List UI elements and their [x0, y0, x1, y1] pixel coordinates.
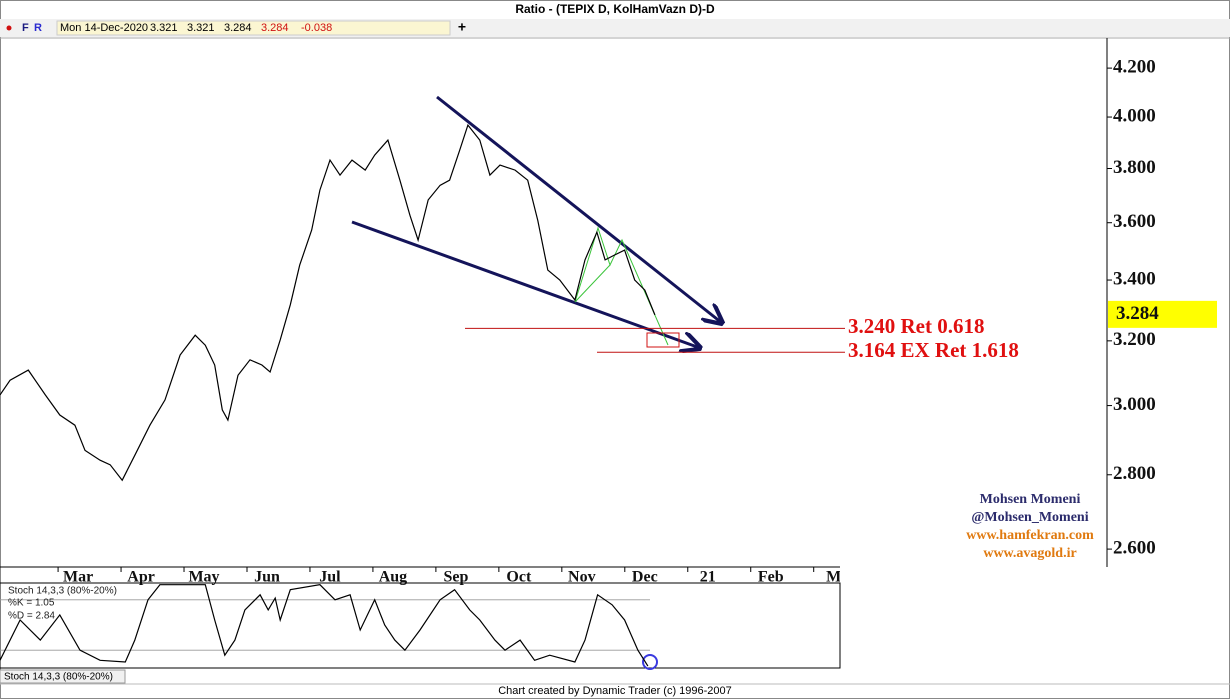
y-tick-label: 2.600	[1113, 537, 1156, 558]
trend-line	[436, 95, 722, 323]
annotation: 3.240 Ret 0.618	[848, 314, 984, 338]
quote-box	[56, 20, 451, 36]
watermark: www.avagold.ir	[983, 546, 1076, 561]
stoch-tab[interactable]	[0, 669, 126, 684]
watermark: www.hamfekran.com	[966, 528, 1094, 543]
toolbar-letter[interactable]: F	[22, 22, 29, 34]
quote-value: 3.321	[187, 22, 215, 34]
y-tick-label: 3.800	[1113, 157, 1156, 178]
legend-entry: %D = 2.84	[8, 611, 55, 622]
x-tick-label: Oct	[506, 569, 532, 586]
x-tick-label: Nov	[568, 569, 596, 586]
x-tick-label: Mar	[63, 569, 93, 586]
toolbar-letter[interactable]: R	[34, 22, 42, 34]
x-tick-label: May	[188, 569, 219, 586]
y-tick-label: 3.200	[1113, 329, 1156, 350]
stoch-tab-label[interactable]: Stoch 14,3,3 (80%-20%)	[4, 672, 113, 683]
quote-value: -0.038	[301, 22, 332, 34]
y-tick-label: 3.400	[1113, 268, 1156, 289]
panel-title: Stoch 14,3,3 (80%-20%)	[8, 586, 117, 597]
watermark: Mohsen Momeni	[980, 492, 1081, 507]
quote-value: 3.284	[224, 22, 252, 34]
last-price-box	[1108, 300, 1217, 328]
price-line	[0, 123, 656, 482]
x-tick-label: Feb	[758, 569, 784, 586]
y-tick-label: 3.600	[1113, 211, 1156, 232]
x-tick-label: Aug	[379, 569, 407, 586]
x-tick-label: Jun	[254, 569, 280, 586]
annotation: 3.164 EX Ret 1.618	[848, 338, 1019, 362]
highlight-circle	[642, 654, 658, 670]
legend-entry: %K = 1.05	[8, 598, 55, 609]
last-price-label: 3.284	[1116, 303, 1159, 324]
price-line	[0, 584, 649, 667]
y-tick-label: 4.200	[1113, 56, 1156, 77]
x-tick-label: Dec	[632, 569, 658, 586]
quote-date: Mon 14-Dec-2020	[60, 22, 148, 34]
harmonic-pattern	[574, 264, 611, 303]
stoch-panel	[0, 582, 841, 669]
x-tick-label: M	[826, 569, 841, 586]
quote-value: 3.284	[261, 22, 289, 34]
x-tick-label: Sep	[443, 569, 468, 586]
add-button[interactable]: +	[458, 19, 466, 35]
chart-title: Ratio - (TEPIX D, KolHamVazn D)-D	[515, 2, 715, 16]
x-ticks: Mar Apr May Jun Jul Aug Sep Oct Nov Dec 21 Feb M	[57, 567, 841, 586]
x-tick-label: Apr	[127, 569, 155, 586]
y-tick-label: 2.800	[1113, 463, 1156, 484]
x-tick-label: Jul	[319, 569, 341, 586]
y-tick-label: 3.000	[1113, 394, 1156, 415]
trend-line	[351, 220, 700, 348]
watermark: @Mohsen_Momeni	[971, 510, 1088, 525]
target-box	[646, 332, 680, 348]
quote-value: 3.321	[150, 22, 178, 34]
x-tick-label: 21	[700, 569, 716, 586]
footer-text: Chart created by Dynamic Trader (c) 1996…	[498, 685, 732, 697]
y-tick-label: 4.000	[1113, 105, 1156, 126]
status-dot	[6, 25, 12, 31]
